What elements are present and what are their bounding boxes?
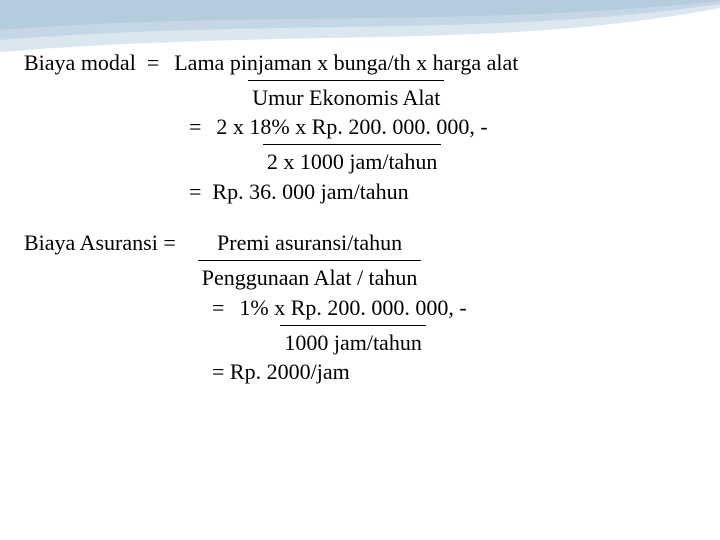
fraction-denominator: 2 x 1000 jam/tahun (263, 144, 441, 177)
modal-fraction-2: 2 x 18% x Rp. 200. 000. 000, - 2 x 1000 … (212, 112, 491, 176)
fraction-denominator: Umur Ekonomis Alat (248, 80, 444, 113)
modal-line2: = 2 x 18% x Rp. 200. 000. 000, - 2 x 100… (24, 112, 696, 176)
asuransi-line2: = 1% x Rp. 200. 000. 000, - 1000 jam/tah… (24, 293, 696, 357)
slide-content: Biaya modal = Lama pinjaman x bunga/th x… (24, 48, 696, 387)
eq-sign: = (136, 48, 170, 78)
modal-line1: Biaya modal = Lama pinjaman x bunga/th x… (24, 48, 696, 112)
modal-label: Biaya modal (24, 48, 136, 78)
eq-sign: = (158, 228, 198, 258)
asuransi-result: Rp. 2000/jam (230, 357, 350, 387)
asuransi-label: Biaya Asuransi (24, 228, 158, 258)
fraction-numerator: Lama pinjaman x bunga/th x harga alat (170, 48, 522, 80)
asuransi-fraction-2: 1% x Rp. 200. 000. 000, - 1000 jam/tahun (235, 293, 470, 357)
fraction-numerator: Premi asuransi/tahun (213, 228, 406, 260)
fraction-numerator: 2 x 18% x Rp. 200. 000. 000, - (212, 112, 491, 144)
eq-sign: = (189, 177, 212, 207)
fraction-denominator: Penggunaan Alat / tahun (198, 260, 422, 293)
fraction-numerator: 1% x Rp. 200. 000. 000, - (235, 293, 470, 325)
modal-result: Rp. 36. 000 jam/tahun (212, 177, 408, 207)
eq-sign: = (189, 112, 212, 176)
modal-fraction-1: Lama pinjaman x bunga/th x harga alat Um… (170, 48, 522, 112)
asuransi-line1: Biaya Asuransi = Premi asuransi/tahun Pe… (24, 228, 696, 292)
asuransi-line3: = Rp. 2000/jam (24, 357, 696, 387)
asuransi-fraction-1: Premi asuransi/tahun Penggunaan Alat / t… (198, 228, 422, 292)
fraction-denominator: 1000 jam/tahun (280, 325, 425, 358)
eq-sign: = (212, 357, 230, 387)
modal-line3: = Rp. 36. 000 jam/tahun (24, 177, 696, 207)
eq-sign: = (212, 293, 235, 357)
